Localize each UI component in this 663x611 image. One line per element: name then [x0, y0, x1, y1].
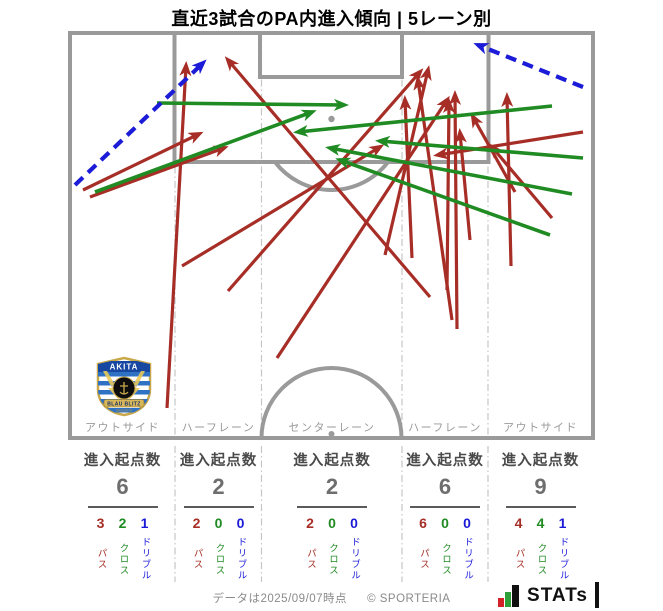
data-date-note: データは2025/09/07時点 — [212, 593, 348, 605]
entry-arrow-cross — [375, 135, 584, 160]
cross-label: クロス — [327, 542, 338, 576]
stat-header: 進入起点数 — [406, 453, 484, 469]
goal-area — [258, 31, 404, 79]
page-title: 直近3試合のPA内進入傾向 | 5レーン別 — [171, 9, 492, 29]
stat-column-center: 進入起点数 2 2 パス 0 クロス 0 ドリブル — [262, 449, 402, 585]
origin-count: 9 — [534, 474, 547, 499]
badge-since: Since2010 — [116, 409, 132, 413]
cross-count: 0 — [441, 515, 449, 531]
dribble-label: ドリブル — [235, 537, 247, 581]
stat-header: 進入起点数 — [501, 453, 580, 469]
stats-logo-text: STATs — [527, 585, 588, 606]
entry-arrow-cross — [94, 109, 317, 194]
entry-arrow-cross — [156, 98, 349, 111]
entry-arrow-pass — [433, 130, 584, 160]
pass-label: パス — [95, 548, 107, 570]
footer: データは2025/09/07時点 © SPORTERIA — [0, 590, 663, 606]
cross-label: クロス — [535, 542, 547, 576]
dribble-label: ドリブル — [557, 537, 569, 581]
entry-arrow-pass — [442, 98, 455, 291]
entry-arrow-pass — [165, 61, 192, 409]
entry-arrow-cross — [293, 104, 553, 137]
dribble-count: 1 — [558, 515, 567, 531]
divider-rule — [297, 506, 367, 508]
pass-count: 6 — [419, 515, 427, 531]
entry-arrow-pass — [226, 68, 424, 293]
penalty-spot — [328, 115, 335, 123]
origin-count: 2 — [212, 474, 225, 499]
stat-column-outside-right: 進入起点数 9 4 パス 4 クロス 1 ドリブル — [488, 449, 593, 585]
club-badge-akita-blaublitz: AKITA BLAU BLITZ Since2010 — [96, 356, 152, 417]
cross-count: 4 — [536, 515, 545, 531]
penalty-arc — [273, 160, 390, 192]
stats-logo-endbar — [595, 582, 599, 608]
stat-header: 進入起点数 — [83, 453, 162, 469]
divider-rule — [410, 506, 480, 508]
pass-label: パス — [305, 548, 316, 570]
stats-brand-logo: STATs — [498, 582, 599, 608]
bar-chart-icon — [498, 585, 520, 607]
dribble-label: ドリブル — [462, 537, 473, 581]
entry-arrow-dribble — [473, 43, 584, 89]
pass-count: 2 — [306, 515, 314, 531]
origin-count: 2 — [325, 474, 339, 499]
pass-count: 2 — [192, 515, 201, 531]
entry-arrow-pass — [89, 145, 229, 199]
entry-arrow-pass — [454, 128, 472, 241]
entry-arrow-dribble — [73, 59, 207, 187]
dribble-count: 0 — [463, 515, 471, 531]
entry-arrow-pass — [224, 56, 432, 299]
badge-anchor — [119, 382, 129, 395]
pass-label: パス — [513, 548, 525, 570]
stat-column-half-left: 進入起点数 2 2 パス 0 クロス 0 ドリブル — [175, 449, 262, 585]
divider-rule — [183, 506, 254, 508]
dribble-count: 0 — [350, 515, 358, 531]
lane-label-outside-right: アウトサイド — [503, 422, 578, 434]
entry-arrow-pass — [399, 95, 414, 259]
pass-count: 3 — [96, 515, 105, 531]
entry-arrow-pass — [82, 131, 204, 192]
pass-count: 4 — [514, 515, 523, 531]
badge-ribbon — [103, 399, 145, 408]
entry-arrow-cross — [335, 157, 551, 237]
cross-count: 2 — [118, 515, 127, 531]
divider-rule — [87, 506, 158, 508]
lane-label-half-left: ハーフレーン — [181, 422, 256, 434]
entry-arrow-pass — [470, 112, 517, 193]
stat-header: 進入起点数 — [179, 453, 258, 469]
stat-header: 進入起点数 — [293, 453, 371, 469]
pass-label: パス — [418, 548, 429, 570]
stat-column-outside-left: 進入起点数 6 3 パス 2 クロス 1 ドリブル — [70, 449, 175, 585]
entry-arrow-cross — [325, 143, 573, 196]
entry-arrow-pass — [181, 144, 385, 268]
entry-arrow-pass — [488, 143, 554, 220]
entry-arrow-pass — [501, 92, 514, 267]
pass-label: パス — [191, 548, 203, 570]
entry-arrow-pass — [383, 65, 432, 256]
badge-name: AKITA — [110, 363, 139, 372]
cross-label: クロス — [213, 542, 225, 576]
stat-column-half-right: 進入起点数 6 6 パス 0 クロス 0 ドリブル — [402, 449, 488, 585]
lane-label-half-right: ハーフレーン — [408, 422, 482, 434]
dribble-label: ドリブル — [349, 537, 360, 581]
cross-count: 0 — [328, 515, 336, 531]
cross-count: 0 — [214, 515, 223, 531]
origin-count: 6 — [438, 474, 452, 499]
divider-rule — [505, 506, 576, 508]
cross-label: クロス — [440, 542, 451, 576]
entry-arrow-pass — [275, 95, 450, 359]
badge-sub: BLAU BLITZ — [107, 401, 140, 407]
penalty-area — [172, 31, 491, 164]
lane-label-outside-left: アウトサイド — [85, 422, 160, 434]
dribble-label: ドリブル — [139, 537, 151, 581]
origin-count: 6 — [116, 474, 129, 499]
cross-label: クロス — [117, 542, 129, 576]
entry-arrow-pass — [449, 90, 462, 330]
entry-arrow-pass — [413, 75, 454, 321]
dribble-count: 1 — [140, 515, 149, 531]
copyright: © SPORTERIA — [367, 593, 451, 605]
lane-label-center: センターレーン — [288, 422, 376, 434]
dribble-count: 0 — [236, 515, 245, 531]
